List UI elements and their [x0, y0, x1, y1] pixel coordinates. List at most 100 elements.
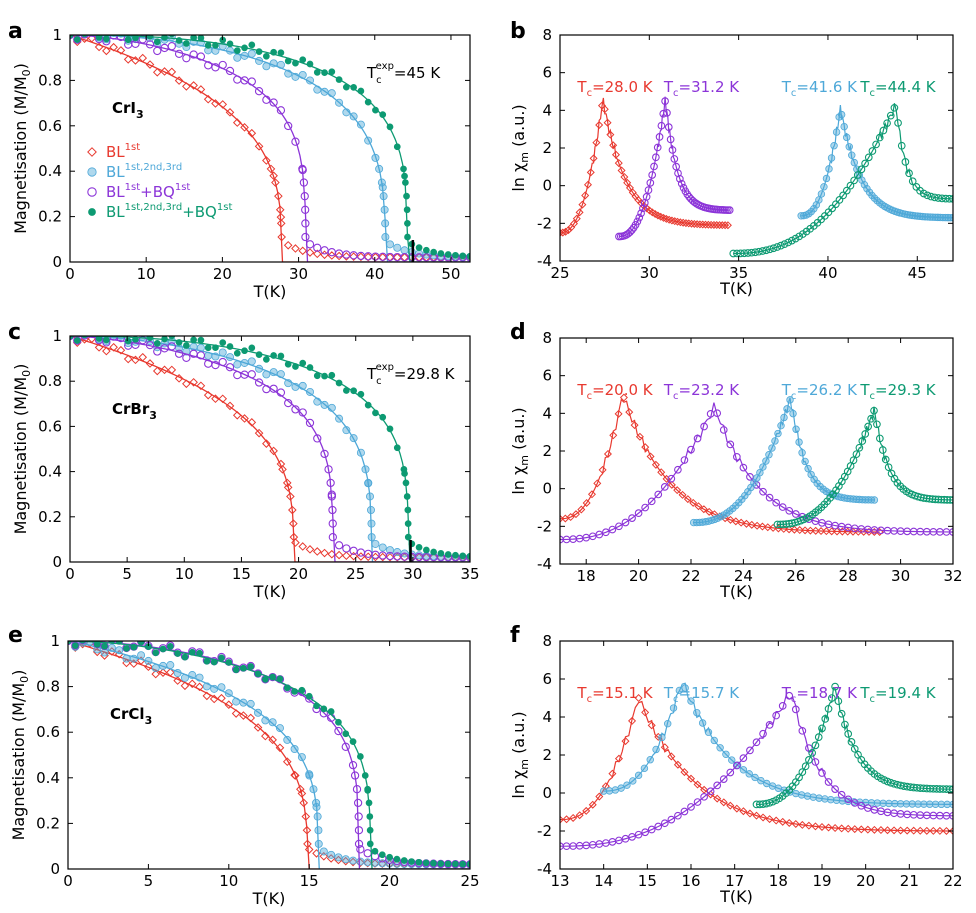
data-point	[196, 85, 206, 94]
data-point	[759, 463, 767, 471]
data-point	[665, 215, 674, 224]
data-point	[715, 221, 724, 230]
data-point	[130, 643, 138, 651]
data-point	[92, 647, 102, 657]
data-point	[268, 718, 277, 727]
data-point	[404, 233, 411, 241]
data-point	[634, 830, 643, 839]
data-point	[321, 69, 328, 76]
data-point	[466, 552, 470, 560]
data-point	[850, 744, 859, 753]
data-point	[811, 822, 820, 831]
data-point	[919, 494, 928, 502]
data-point	[80, 35, 89, 39]
data-point	[187, 679, 197, 689]
x-tick-label: 24	[734, 567, 753, 585]
tc-label: Tc=29.3 K	[859, 381, 936, 402]
data-point	[253, 723, 263, 732]
series-BL123	[797, 105, 953, 222]
data-point	[909, 826, 918, 835]
data-point	[843, 133, 851, 142]
data-point	[88, 641, 92, 642]
data-point	[647, 825, 656, 834]
data-point	[680, 807, 689, 816]
data-point	[621, 737, 630, 746]
data-point	[437, 860, 445, 867]
data-point	[174, 349, 184, 358]
data-point	[890, 103, 899, 112]
data-point	[863, 825, 872, 834]
data-point	[623, 178, 632, 187]
data-point	[759, 487, 767, 496]
data-point	[326, 854, 336, 863]
data-point	[739, 766, 748, 774]
data-point	[635, 432, 644, 441]
data-point	[94, 343, 104, 352]
data-point	[637, 209, 645, 218]
y-tick-label: 0.4	[38, 162, 62, 180]
data-point	[211, 360, 220, 370]
data-point	[876, 826, 885, 835]
data-point	[151, 663, 160, 672]
data-point	[240, 123, 249, 132]
data-point	[73, 336, 82, 345]
data-point	[844, 795, 853, 804]
data-point	[363, 858, 372, 867]
data-point	[361, 465, 370, 474]
data-point	[693, 798, 702, 806]
x-tick-label: 15	[232, 565, 251, 583]
data-point	[850, 825, 859, 834]
y-tick-label: 0.6	[36, 723, 60, 741]
x-tick-label: 25	[550, 264, 569, 282]
x-axis-label: T(K)	[253, 582, 287, 601]
data-point	[296, 784, 305, 794]
data-point	[423, 546, 430, 554]
data-point	[713, 781, 722, 790]
data-point	[811, 526, 820, 535]
data-point	[712, 221, 721, 230]
data-point	[415, 544, 423, 551]
data-point	[275, 724, 284, 733]
y-tick-label: 0	[542, 480, 552, 498]
plot-area	[68, 641, 470, 869]
y-tick-label: 0.8	[36, 678, 60, 696]
data-point	[202, 691, 212, 701]
y-tick-label: 1	[50, 632, 60, 650]
panel-c: 0 5 10 15 20 25 30 35 0 0.2 0.4 0.6 0.8 1 T(K) Magnetis…	[11, 327, 480, 601]
series-BLBQ	[70, 336, 470, 562]
data-point	[377, 859, 387, 869]
axes-frame	[69, 335, 471, 563]
data-point	[881, 455, 890, 464]
data-point	[195, 682, 204, 692]
data-point	[867, 799, 876, 807]
data-point	[783, 405, 791, 413]
data-point	[341, 856, 351, 866]
data-point	[668, 146, 677, 154]
data-point	[437, 250, 445, 257]
data-point	[334, 541, 344, 550]
data-point	[275, 205, 285, 215]
data-point	[182, 54, 191, 63]
y-tick-label: 4	[542, 101, 552, 119]
y-tick-label: 0.2	[38, 208, 62, 226]
data-point	[444, 251, 452, 258]
data-point	[798, 768, 807, 776]
data-point	[269, 368, 278, 377]
series-BL123	[689, 396, 879, 527]
data-point	[361, 772, 369, 779]
data-point	[153, 347, 162, 356]
data-point	[850, 176, 858, 185]
data-point	[575, 208, 584, 217]
data-point	[931, 495, 940, 504]
data-point	[357, 87, 365, 95]
data-point	[774, 429, 782, 438]
data-point	[564, 226, 573, 235]
data-point	[805, 756, 813, 764]
data-point	[146, 336, 154, 342]
data-point	[152, 649, 160, 657]
data-point	[297, 753, 306, 762]
data-point	[690, 219, 699, 228]
tc-label: Tc=15.1 K	[576, 684, 653, 705]
data-point	[680, 768, 689, 777]
data-point	[733, 249, 741, 258]
